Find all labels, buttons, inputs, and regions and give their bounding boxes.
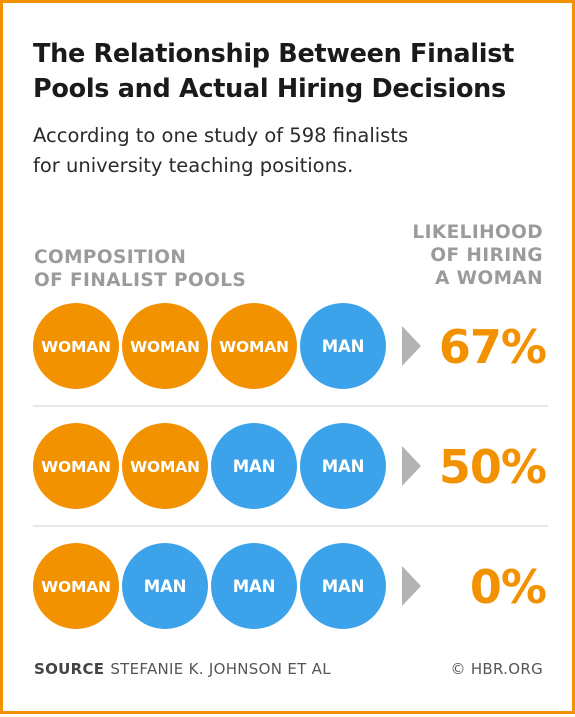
man-circle xyxy=(211,423,297,509)
likelihood-header-line-1: LIKELIHOOD xyxy=(412,222,543,243)
man-circle xyxy=(300,423,386,509)
composition-header-line-1: COMPOSITION xyxy=(34,247,187,268)
man-circle xyxy=(300,543,386,629)
title-line-2: Pools and Actual Hiring Decisions xyxy=(33,74,506,104)
woman-label: WOMAN xyxy=(130,458,200,476)
likelihood-header: LIKELIHOOD OF HIRING A WOMAN xyxy=(412,221,543,290)
woman-label: WOMAN xyxy=(41,458,111,476)
infographic-subtitle: According to one study of 598 finalists … xyxy=(33,121,553,181)
man-circle xyxy=(211,543,297,629)
arrow-icon xyxy=(402,326,421,366)
man-label: MAN xyxy=(233,577,275,596)
woman-label: WOMAN xyxy=(41,338,111,356)
woman-label: WOMAN xyxy=(41,578,111,596)
man-label: MAN xyxy=(322,577,364,596)
likelihood-value: 67% xyxy=(439,320,546,374)
title-line-1: The Relationship Between Finalist xyxy=(33,39,514,69)
woman-circle xyxy=(33,423,119,509)
likelihood-value: 50% xyxy=(439,440,546,494)
likelihood-value: 0% xyxy=(470,560,546,614)
arrow-icon xyxy=(402,446,421,486)
source-line: SOURCE STEFANIE K. JOHNSON ET AL xyxy=(34,660,331,678)
likelihood-header-line-2: OF HIRING xyxy=(430,245,543,266)
woman-circle xyxy=(33,543,119,629)
man-circle xyxy=(122,543,208,629)
source-text: STEFANIE K. JOHNSON ET AL xyxy=(110,660,331,678)
finalist-pool-chart: WOMAN WOMAN WOMAN MAN 67% WOMAN WOMAN MAN MAN 50%… xyxy=(33,303,548,629)
woman-label: WOMAN xyxy=(219,338,289,356)
likelihood-header-line-3: A WOMAN xyxy=(435,268,543,289)
woman-circle xyxy=(33,303,119,389)
man-label: MAN xyxy=(233,457,275,476)
arrow-icon xyxy=(402,566,421,606)
man-label: MAN xyxy=(322,337,364,356)
man-label: MAN xyxy=(144,577,186,596)
composition-header-line-2: OF FINALIST POOLS xyxy=(34,270,247,291)
subtitle-line-1: According to one study of 598 finalists xyxy=(33,124,409,147)
woman-circle xyxy=(211,303,297,389)
woman-circle xyxy=(122,303,208,389)
subtitle-line-2: for university teaching positions. xyxy=(33,154,354,177)
man-circle xyxy=(300,303,386,389)
woman-circle xyxy=(122,423,208,509)
copyright-text: © HBR.ORG xyxy=(450,660,543,678)
woman-label: WOMAN xyxy=(130,338,200,356)
source-label: SOURCE xyxy=(34,660,105,678)
infographic-title: The Relationship Between Finalist Pools … xyxy=(33,37,563,107)
man-label: MAN xyxy=(322,457,364,476)
composition-header: COMPOSITION OF FINALIST POOLS xyxy=(34,246,246,292)
